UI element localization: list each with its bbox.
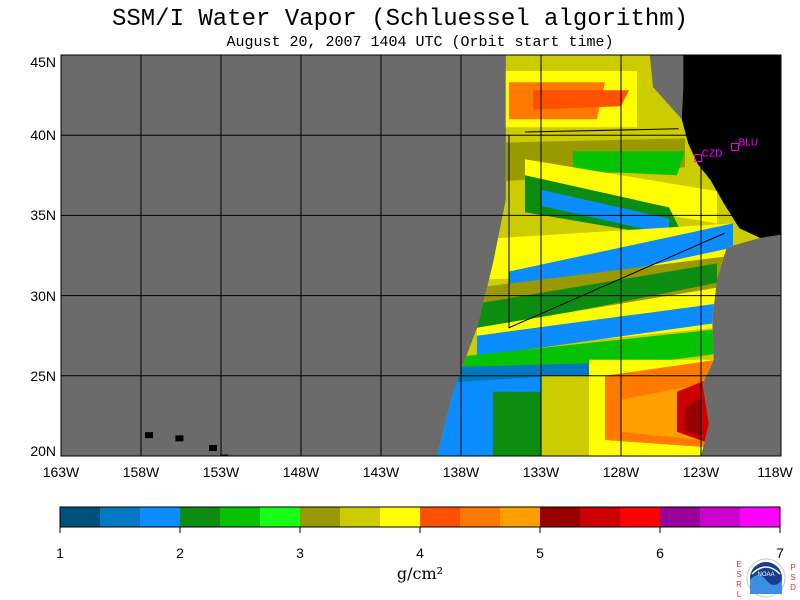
lon-tick-label: 158W [122, 464, 160, 480]
lon-tick-label: 123W [682, 464, 720, 480]
colorbar-swatch [700, 507, 741, 527]
station-marker-czd: CZD [694, 149, 723, 163]
colorbar-tick-label: 7 [776, 545, 784, 561]
colorbar-swatch [500, 507, 541, 527]
colorbar-tick-label: 1 [56, 545, 64, 561]
colorbar-swatch [260, 507, 301, 527]
logo-side-letter: D [790, 583, 796, 592]
colorbar-units: g/cm² [396, 564, 444, 583]
colorbar-swatch [420, 507, 461, 527]
noaa-logo: NOAA [746, 558, 786, 598]
colorbar-swatch [580, 507, 621, 527]
colorbar-swatch [180, 507, 221, 527]
colorbar-tick-label: 5 [536, 545, 544, 561]
logo-side-letter: E [736, 560, 742, 569]
logo-side-letter: L [736, 590, 742, 599]
lon-tick-label: 153W [202, 464, 240, 480]
colorbar-swatch [340, 507, 381, 527]
colorbar-tick-label: 4 [416, 545, 424, 561]
lat-tick-label: 35N [30, 207, 56, 224]
colorbar-swatch [380, 507, 421, 527]
vapor-band [533, 90, 629, 110]
station-label: CZD [702, 149, 723, 160]
lon-tick-label: 143W [362, 464, 400, 480]
island [175, 435, 184, 442]
lat-tick-label: 30N [30, 287, 56, 304]
vapor-band [685, 398, 701, 437]
lon-tick-label: 128W [602, 464, 640, 480]
lat-tick-label: 40N [30, 127, 56, 144]
colorbar-swatch [100, 507, 141, 527]
colorbar-swatch [60, 507, 101, 527]
lon-tick-label: 138W [442, 464, 480, 480]
logo-side-letter: P [790, 563, 796, 572]
vapor-band [573, 151, 685, 176]
island [145, 432, 153, 439]
colorbar-tick-label: 3 [296, 545, 304, 561]
colorbar-swatch [740, 507, 781, 527]
lon-tick-label: 118W [757, 464, 793, 480]
vapor-band [477, 263, 717, 331]
colorbar-swatch [620, 507, 661, 527]
colorbar-swatch [220, 507, 261, 527]
station-marker-blu: BLU [731, 137, 758, 151]
chart-subtitle: August 20, 2007 1404 UTC (Orbit start ti… [226, 34, 614, 51]
colorbar-swatch [300, 507, 341, 527]
colorbar-swatch [140, 507, 181, 527]
vapor-band [477, 303, 717, 357]
island [209, 444, 217, 451]
vapor-band [541, 189, 669, 235]
land-mass [651, 55, 781, 238]
logo-text: NOAA [757, 572, 774, 578]
lon-tick-label: 148W [282, 464, 320, 480]
sector-outline [508, 135, 726, 329]
station-label: BLU [739, 137, 758, 148]
lon-tick-label: 163W [42, 464, 80, 480]
lat-tick-label: 20N [30, 443, 56, 459]
chart-title: SSM/I Water Vapor (Schluessel algorithm) [111, 6, 689, 33]
sector-outline [524, 128, 679, 133]
colorbar-swatch [540, 507, 581, 527]
colorbar-tick-label: 6 [656, 545, 664, 561]
logo-side-letter: S [790, 573, 796, 582]
map-frame [60, 54, 782, 457]
colorbar-swatch [660, 507, 701, 527]
lon-tick-label: 133W [522, 464, 560, 480]
lat-tick-label: 25N [30, 367, 56, 384]
colorbar-swatch [460, 507, 501, 527]
logo-side-letter: R [736, 580, 742, 589]
lat-tick-label: 45N [30, 54, 56, 70]
logo-side-letter: S [736, 570, 742, 579]
island [220, 454, 229, 456]
colorbar-tick-label: 2 [176, 545, 184, 561]
